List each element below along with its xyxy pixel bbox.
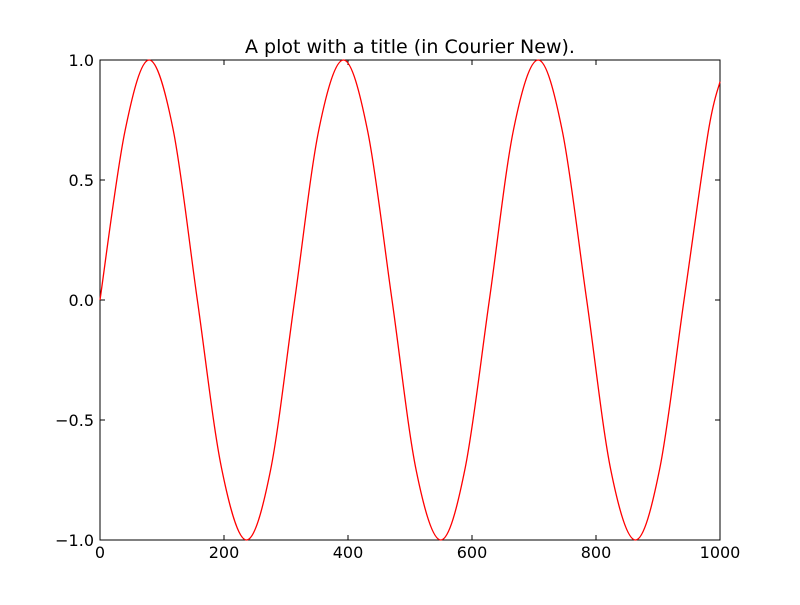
- x-tick-label: 0: [95, 543, 105, 562]
- y-tick-label: 0.5: [69, 171, 94, 190]
- plot-area: [100, 60, 720, 540]
- y-tick-label: 1.0: [69, 51, 94, 70]
- x-tick-label: 800: [581, 543, 612, 562]
- x-tick-label: 200: [209, 543, 240, 562]
- x-tick-label: 600: [457, 543, 488, 562]
- chart-title: A plot with a title (in Courier New).: [245, 36, 575, 58]
- x-tick-label: 1000: [700, 543, 741, 562]
- y-tick-label: −1.0: [55, 531, 94, 550]
- y-tick-label: −0.5: [55, 411, 94, 430]
- y-tick-label: 0.0: [69, 291, 94, 310]
- x-tick-label: 400: [333, 543, 364, 562]
